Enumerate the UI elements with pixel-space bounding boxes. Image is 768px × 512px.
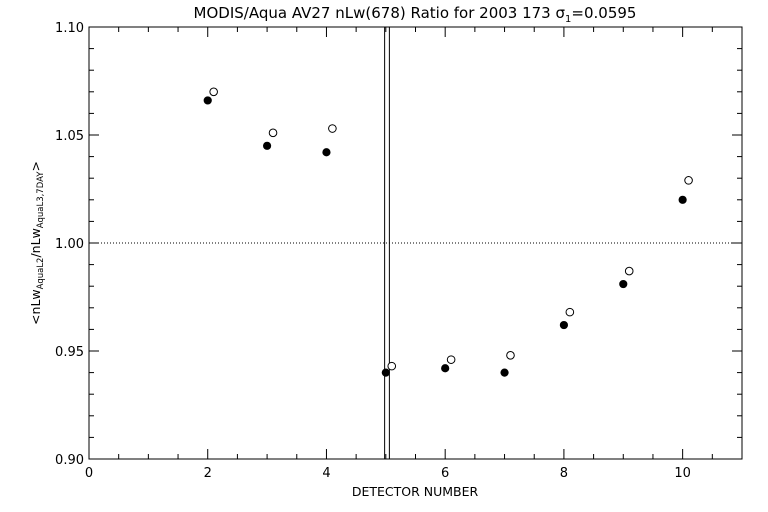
x-tick-labels: 0 2 4 6 8 10 xyxy=(85,466,691,481)
y-tick-labels: 0.90 0.95 1.00 1.05 1.10 xyxy=(55,21,84,468)
open-point xyxy=(387,361,397,371)
filled-point xyxy=(262,141,272,150)
chart-title: MODIS/Aqua AV27 nLw(678) Ratio for 2003 … xyxy=(194,4,637,25)
x-tick-label: 8 xyxy=(560,466,568,481)
x-tick-label: 0 xyxy=(85,466,93,481)
filled-point xyxy=(500,368,509,377)
filled-point xyxy=(381,368,390,377)
open-point xyxy=(268,128,278,138)
y-tick-label: 1.00 xyxy=(55,237,84,252)
y-tick-label: 1.05 xyxy=(55,129,84,144)
vertical-lines xyxy=(384,27,390,459)
open-point xyxy=(624,266,634,276)
filled-point xyxy=(678,195,687,204)
x-tick-label: 6 xyxy=(441,466,449,481)
open-point xyxy=(446,355,456,364)
y-tick-label: 1.10 xyxy=(55,21,84,36)
open-point xyxy=(328,124,337,133)
y-tick-label: 0.95 xyxy=(55,345,84,360)
open-point xyxy=(684,176,693,185)
open-point xyxy=(565,307,575,317)
filled-point xyxy=(559,320,569,330)
minor-ticks xyxy=(89,27,742,459)
x-tick-label: 4 xyxy=(322,466,330,481)
filled-point xyxy=(441,364,450,373)
filled-point xyxy=(322,148,331,157)
data-points xyxy=(203,87,693,377)
x-tick-label: 2 xyxy=(204,466,212,481)
major-ticks xyxy=(88,26,742,460)
y-tick-label: 0.90 xyxy=(55,453,84,468)
filled-point xyxy=(203,96,212,105)
open-point xyxy=(209,87,218,97)
open-point xyxy=(506,351,515,360)
filled-point xyxy=(619,279,628,289)
y-axis-label: <nLwAquaL2/nLwAquaL3,7DAY> xyxy=(28,161,46,325)
x-axis-label: DETECTOR NUMBER xyxy=(352,484,479,499)
x-tick-label: 10 xyxy=(674,466,691,481)
